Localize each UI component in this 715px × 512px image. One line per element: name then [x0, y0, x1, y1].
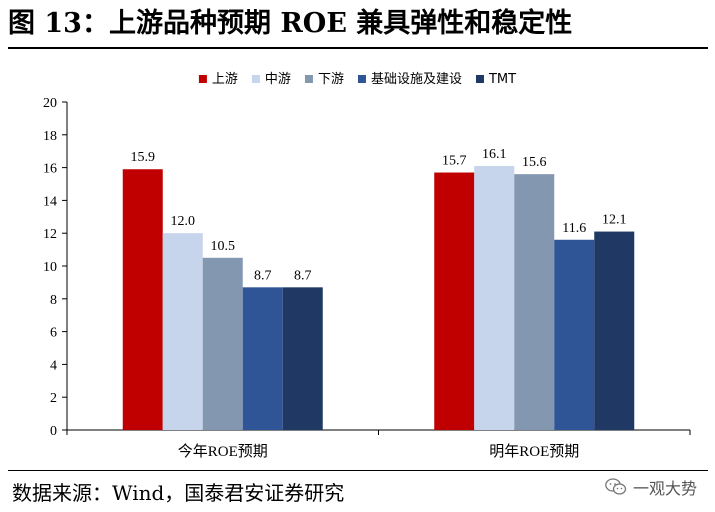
data-label: 8.7 — [254, 268, 272, 283]
watermark: 一观大势 — [605, 474, 697, 500]
title-divider — [8, 47, 708, 49]
legend-swatch — [198, 75, 207, 83]
y-tick-label: 4 — [50, 358, 57, 373]
figure-title: 图 13：上游品种预期 ROE 兼具弹性和稳定性 — [8, 8, 573, 39]
bar — [282, 287, 323, 430]
legend-swatch — [475, 75, 484, 83]
legend-label: 中游 — [265, 72, 291, 87]
y-tick-label: 2 — [50, 391, 57, 406]
y-tick-label: 10 — [43, 260, 57, 275]
legend: 上游 中游 下游 基础设施及建设 TMT — [198, 72, 516, 87]
x-category-label: 今年ROE预期 — [178, 443, 268, 460]
chart-bars: 15.9 12.0 10.5 8.7 8.7 15.7 16.1 15.6 11.6 12.1 — [122, 147, 635, 431]
legend-label: 基础设施及建设 — [371, 72, 462, 87]
legend-swatch — [357, 75, 366, 83]
data-label: 8.7 — [294, 268, 312, 283]
y-tick-label: 20 — [43, 96, 57, 111]
bar — [162, 233, 203, 430]
bar — [122, 169, 163, 431]
data-label: 16.1 — [482, 147, 507, 162]
bar — [474, 165, 515, 430]
bar — [554, 239, 595, 430]
y-tick-label: 6 — [50, 326, 57, 341]
data-label: 15.9 — [131, 150, 156, 165]
legend-label: 上游 — [212, 72, 238, 87]
legend-label: TMT — [488, 72, 516, 87]
y-tick-label: 0 — [50, 424, 57, 439]
data-label: 15.7 — [442, 154, 467, 169]
wechat-icon — [605, 478, 627, 495]
bar — [434, 172, 475, 430]
data-label: 11.6 — [562, 221, 586, 236]
bar — [594, 231, 635, 430]
source-note: 数据来源：Wind，国泰君安证券研究 — [12, 481, 345, 505]
bar — [202, 257, 243, 430]
data-label: 12.1 — [602, 213, 627, 228]
footer-divider — [8, 470, 708, 471]
watermark-text: 一观大势 — [632, 479, 697, 498]
data-label: 15.6 — [522, 155, 547, 170]
y-tick-label: 12 — [43, 227, 57, 242]
bar-chart: 上游 中游 下游 基础设施及建设 TMT 0 2 4 6 8 10 12 14 16 18 20 今年ROE预… — [43, 72, 691, 460]
bar — [514, 174, 555, 430]
y-tick-label: 18 — [43, 129, 57, 144]
y-tick-label: 14 — [43, 194, 57, 209]
legend-label: 下游 — [318, 72, 344, 87]
y-tick-label: 16 — [43, 162, 57, 177]
legend-swatch — [251, 75, 260, 83]
data-label: 10.5 — [211, 239, 236, 254]
bar — [242, 287, 283, 430]
x-category-label: 明年ROE预期 — [489, 443, 579, 460]
data-label: 12.0 — [171, 214, 196, 229]
y-tick-label: 8 — [50, 293, 57, 308]
legend-swatch — [304, 75, 313, 83]
